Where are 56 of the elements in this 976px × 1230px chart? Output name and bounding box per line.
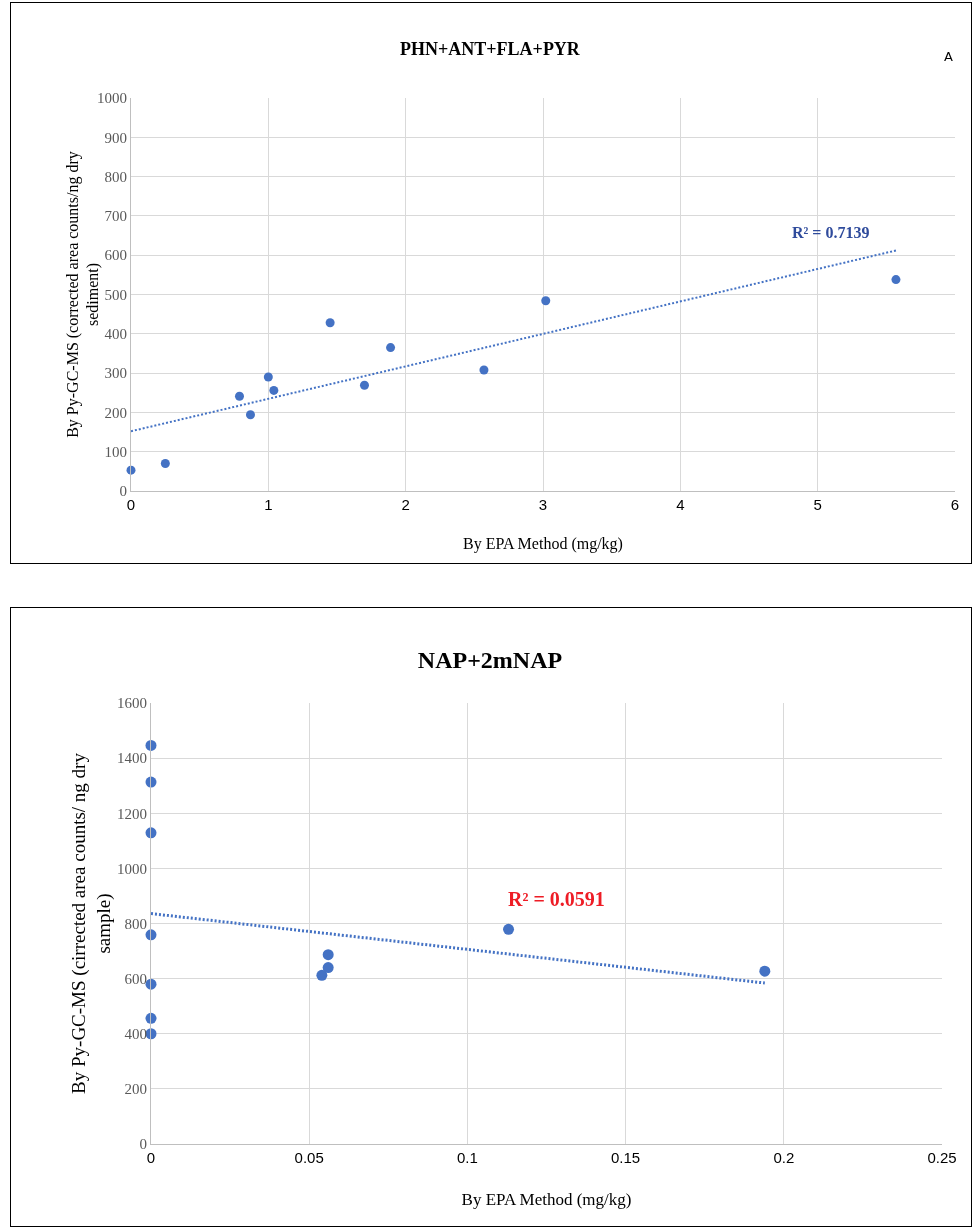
point — [245, 410, 255, 420]
y-tick-label: 600 — [104, 247, 127, 264]
annotation: R² = 0.7139 — [792, 224, 870, 241]
point — [322, 949, 334, 961]
y-tick-label: 500 — [104, 286, 127, 303]
y-axis-title: By Py-GC-MS (corrected area counts/ng dry sediment) — [63, 151, 103, 438]
point — [325, 318, 335, 328]
y-tick-label: 1000 — [117, 860, 147, 877]
y-tick-label: 200 — [104, 404, 127, 421]
x-tick-label: 0.25 — [927, 1149, 957, 1166]
y-tick-label: 800 — [124, 915, 147, 932]
point — [322, 962, 334, 974]
y-tick-label: 300 — [104, 365, 127, 382]
y-tick-label: 900 — [104, 129, 127, 146]
point — [263, 372, 273, 382]
x-tick-label: 4 — [676, 496, 685, 513]
x-tick-label: 1 — [264, 496, 273, 513]
x-tick-label: 0.1 — [456, 1149, 478, 1166]
x-tick-label: 5 — [813, 496, 822, 513]
chart-title: PHN+ANT+FLA+PYR — [400, 38, 581, 59]
x-tick-label: 0.15 — [611, 1149, 641, 1166]
y-tick-label: 0 — [139, 1136, 147, 1153]
x-axis-title: By EPA Method (mg/kg) — [461, 1190, 632, 1209]
point — [759, 965, 771, 977]
point — [479, 365, 489, 375]
x-tick-label: 0.2 — [773, 1149, 795, 1166]
point — [234, 391, 244, 401]
point — [160, 458, 170, 468]
x-tick-label: 3 — [538, 496, 548, 513]
text: A — [944, 49, 953, 64]
point — [316, 969, 328, 981]
chart-title: NAP+2mNAP — [417, 646, 563, 673]
point — [269, 385, 279, 395]
y-tick-label: 1000 — [97, 90, 127, 107]
y-tick-label: 600 — [124, 970, 147, 987]
y-tick-label: 400 — [104, 326, 127, 343]
y-tick-label: 0 — [119, 483, 127, 500]
y-tick-label: 800 — [104, 168, 127, 185]
x-tick-label: 0.05 — [294, 1149, 324, 1166]
x-tick-label: 2 — [401, 496, 410, 513]
y-tick-label: 200 — [124, 1081, 147, 1098]
annotation: R² = 0.0591 — [508, 888, 605, 910]
x-tick-label: 6 — [950, 496, 960, 513]
y-tick-label: 1400 — [117, 750, 147, 767]
y-tick-label: 1200 — [117, 805, 147, 822]
y-tick-label: 1600 — [117, 695, 147, 712]
point — [503, 923, 515, 935]
point — [891, 275, 901, 285]
y-tick-label: 700 — [104, 208, 127, 225]
y-axis-title: By Py-GC-MS (cirrected area counts/ ng dry sample) — [68, 752, 115, 1094]
point — [541, 296, 551, 306]
y-tick-label: 100 — [104, 443, 127, 460]
point — [386, 343, 396, 353]
y-tick-label: 400 — [124, 1026, 147, 1042]
point — [359, 380, 369, 390]
x-axis-title: By EPA Method (mg/kg) — [463, 535, 623, 553]
